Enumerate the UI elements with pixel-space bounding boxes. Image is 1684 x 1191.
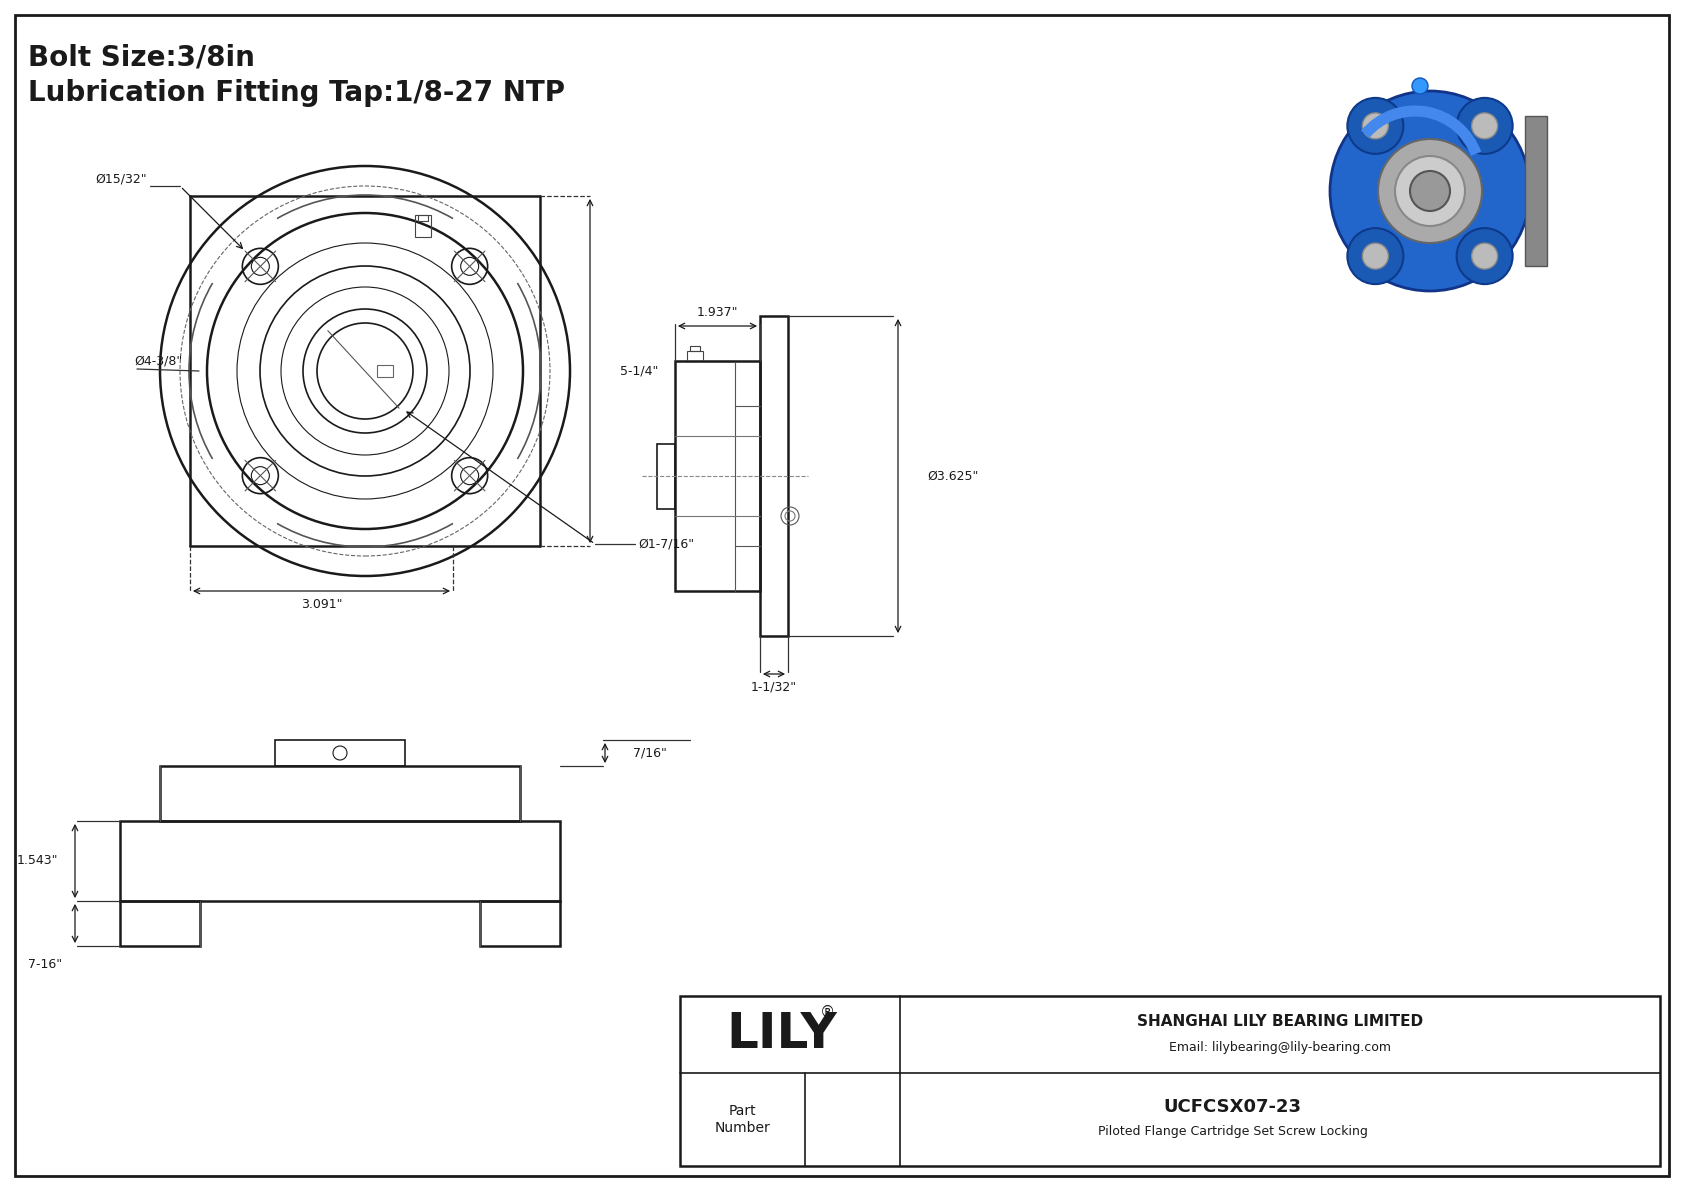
Text: LILY: LILY bbox=[726, 1010, 837, 1059]
Text: Piloted Flange Cartridge Set Screw Locking: Piloted Flange Cartridge Set Screw Locki… bbox=[1098, 1125, 1367, 1137]
Circle shape bbox=[1472, 113, 1497, 139]
Circle shape bbox=[1362, 113, 1388, 139]
Bar bbox=[675, 361, 759, 591]
Bar bbox=[690, 347, 701, 351]
Circle shape bbox=[1362, 243, 1388, 269]
Bar bbox=[120, 902, 200, 946]
Circle shape bbox=[1472, 243, 1497, 269]
Text: ®: ® bbox=[820, 1005, 835, 1019]
Bar bbox=[120, 821, 561, 902]
Text: 1.937": 1.937" bbox=[697, 306, 738, 319]
Text: Ø15/32": Ø15/32" bbox=[96, 173, 147, 186]
Text: 7-16": 7-16" bbox=[29, 958, 62, 971]
Circle shape bbox=[1330, 91, 1531, 291]
Text: Part
Number: Part Number bbox=[714, 1104, 770, 1135]
Circle shape bbox=[1378, 139, 1482, 243]
Text: UCFCSX07-23: UCFCSX07-23 bbox=[1164, 1098, 1302, 1116]
Circle shape bbox=[1394, 156, 1465, 226]
Bar bbox=[480, 902, 561, 946]
Bar bbox=[274, 740, 404, 766]
Bar bbox=[687, 351, 702, 361]
Text: Email: lilybearing@lily-bearing.com: Email: lilybearing@lily-bearing.com bbox=[1169, 1041, 1391, 1054]
Circle shape bbox=[1457, 229, 1512, 285]
Text: Ø3.625": Ø3.625" bbox=[928, 469, 978, 482]
Circle shape bbox=[1347, 98, 1403, 154]
Text: 7/16": 7/16" bbox=[633, 747, 667, 760]
Bar bbox=[657, 443, 675, 509]
Text: Ø4-3/8": Ø4-3/8" bbox=[135, 355, 182, 368]
Bar bbox=[414, 216, 431, 237]
Circle shape bbox=[1347, 229, 1403, 285]
Bar bbox=[759, 316, 788, 636]
Circle shape bbox=[1411, 77, 1428, 94]
Bar bbox=[160, 766, 520, 821]
Text: SHANGHAI LILY BEARING LIMITED: SHANGHAI LILY BEARING LIMITED bbox=[1137, 1014, 1423, 1029]
Text: Bolt Size:3/8in: Bolt Size:3/8in bbox=[29, 43, 254, 71]
Circle shape bbox=[1410, 172, 1450, 211]
Text: 5-1/4": 5-1/4" bbox=[620, 364, 658, 378]
Bar bbox=[377, 364, 392, 378]
Circle shape bbox=[1457, 98, 1512, 154]
Text: 1-1/32": 1-1/32" bbox=[751, 680, 797, 693]
Bar bbox=[680, 996, 1660, 1166]
Text: Ø1-7/16": Ø1-7/16" bbox=[638, 537, 694, 550]
Text: 3.091": 3.091" bbox=[301, 598, 342, 611]
Text: 1.543": 1.543" bbox=[17, 854, 57, 867]
Bar bbox=[1526, 116, 1548, 266]
Bar bbox=[418, 216, 428, 222]
Text: Lubrication Fitting Tap:1/8-27 NTP: Lubrication Fitting Tap:1/8-27 NTP bbox=[29, 79, 566, 107]
